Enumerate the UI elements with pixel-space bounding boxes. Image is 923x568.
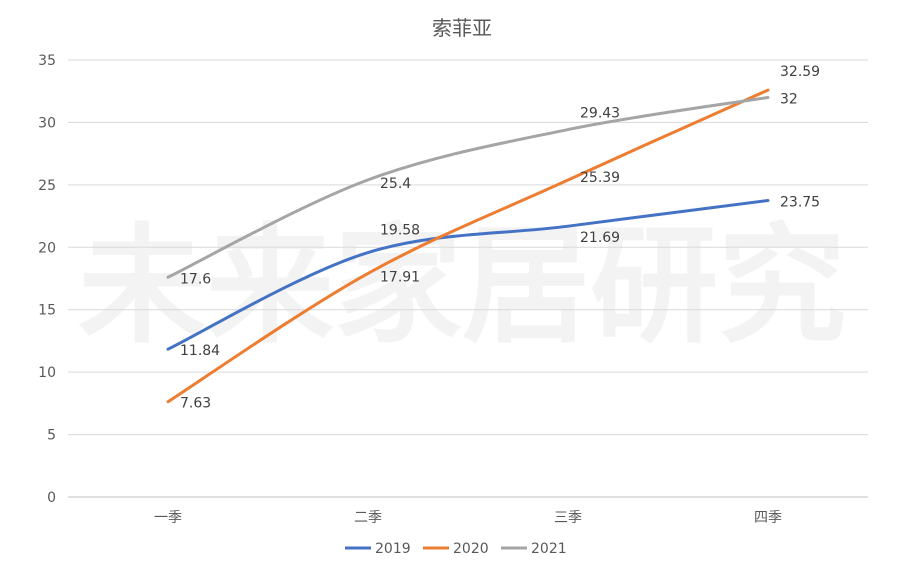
- data-label: 25.39: [580, 170, 620, 186]
- legend: 2019 2020 2021: [345, 541, 567, 557]
- series-line-2021: [166, 95, 770, 279]
- y-axis: 0 5 10 15 20 25 30 35: [38, 53, 56, 506]
- legend-entry: 2019: [375, 541, 411, 557]
- x-tick-label: 四季: [754, 510, 782, 526]
- y-tick-label: 20: [38, 240, 56, 256]
- data-labels: 11.84 19.58 21.69 23.75 7.63 17.91 25.39 32.59 1…: [180, 64, 820, 412]
- series-line-2020: [166, 88, 770, 404]
- series-line-2019: [166, 198, 770, 351]
- data-label: 32.59: [780, 64, 820, 80]
- y-tick-label: 15: [38, 303, 56, 319]
- y-tick-label: 35: [38, 53, 56, 69]
- x-tick-label: 一季: [154, 510, 182, 526]
- data-label: 25.4: [380, 176, 411, 192]
- data-label: 7.63: [180, 396, 211, 412]
- y-tick-label: 25: [38, 178, 56, 194]
- x-tick-label: 二季: [354, 510, 382, 526]
- data-label: 11.84: [180, 343, 220, 359]
- gridlines: [68, 59, 868, 498]
- legend-entry: 2021: [531, 541, 567, 557]
- data-label: 17.91: [380, 269, 420, 285]
- legend-entry: 2020: [453, 541, 489, 557]
- data-label: 32: [780, 91, 798, 107]
- y-tick-label: 0: [47, 490, 56, 506]
- data-label: 29.43: [580, 106, 620, 122]
- y-tick-label: 10: [38, 365, 56, 381]
- data-label: 23.75: [780, 194, 820, 210]
- x-tick-label: 三季: [554, 510, 582, 526]
- data-label: 19.58: [380, 223, 420, 239]
- data-label: 17.6: [180, 271, 211, 287]
- y-tick-label: 30: [38, 115, 56, 131]
- data-label: 21.69: [580, 230, 620, 246]
- y-tick-label: 5: [47, 428, 56, 444]
- x-axis: 一季 二季 三季 四季: [154, 510, 782, 526]
- series-lines: [166, 88, 770, 404]
- chart-title: 索菲亚: [432, 16, 492, 40]
